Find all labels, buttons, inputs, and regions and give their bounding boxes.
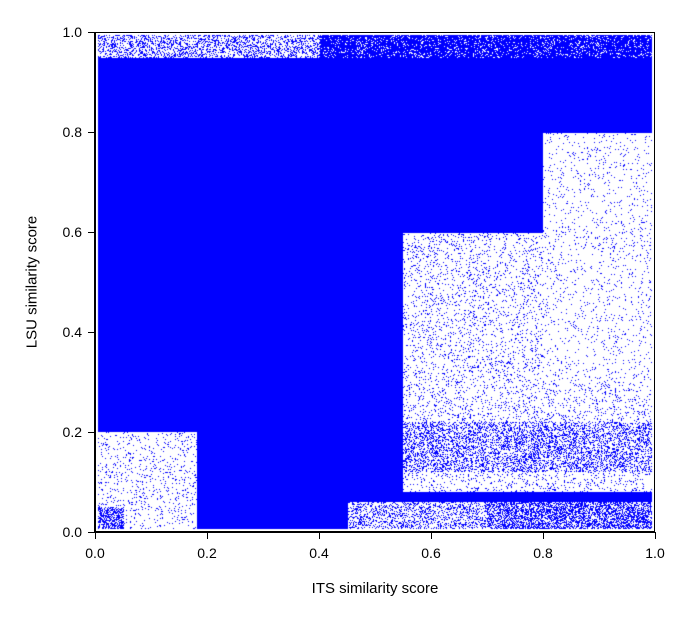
y-axis-label: LSU similarity score: [24, 216, 41, 349]
plot-area-frame: [95, 32, 655, 532]
x-tick: [655, 532, 656, 539]
y-axis-line: [94, 32, 95, 532]
y-tick: [88, 32, 95, 33]
scatter-chart: LSU similarity score ITS similarity scor…: [0, 0, 696, 631]
y-tick-label: 0.2: [63, 424, 82, 440]
x-tick: [95, 532, 96, 539]
y-tick: [88, 332, 95, 333]
x-tick: [207, 532, 208, 539]
x-tick: [543, 532, 544, 539]
y-tick-label: 0.8: [63, 124, 82, 140]
scatter-canvas: [96, 33, 654, 531]
y-tick: [88, 232, 95, 233]
y-tick-label: 0.0: [63, 524, 82, 540]
x-tick-label: 0.2: [197, 545, 216, 561]
y-tick-label: 1.0: [63, 24, 82, 40]
x-tick-label: 0.4: [309, 545, 328, 561]
y-tick-label: 0.4: [63, 324, 82, 340]
x-tick-label: 0.6: [421, 545, 440, 561]
y-tick: [88, 532, 95, 533]
y-tick-label: 0.6: [63, 224, 82, 240]
x-tick: [431, 532, 432, 539]
x-axis-label: ITS similarity score: [312, 580, 439, 597]
y-tick: [88, 132, 95, 133]
x-tick-label: 0.0: [85, 545, 104, 561]
x-tick-label: 1.0: [645, 545, 664, 561]
x-tick-label: 0.8: [533, 545, 552, 561]
x-axis-line: [95, 532, 655, 533]
x-tick: [319, 532, 320, 539]
y-tick: [88, 432, 95, 433]
